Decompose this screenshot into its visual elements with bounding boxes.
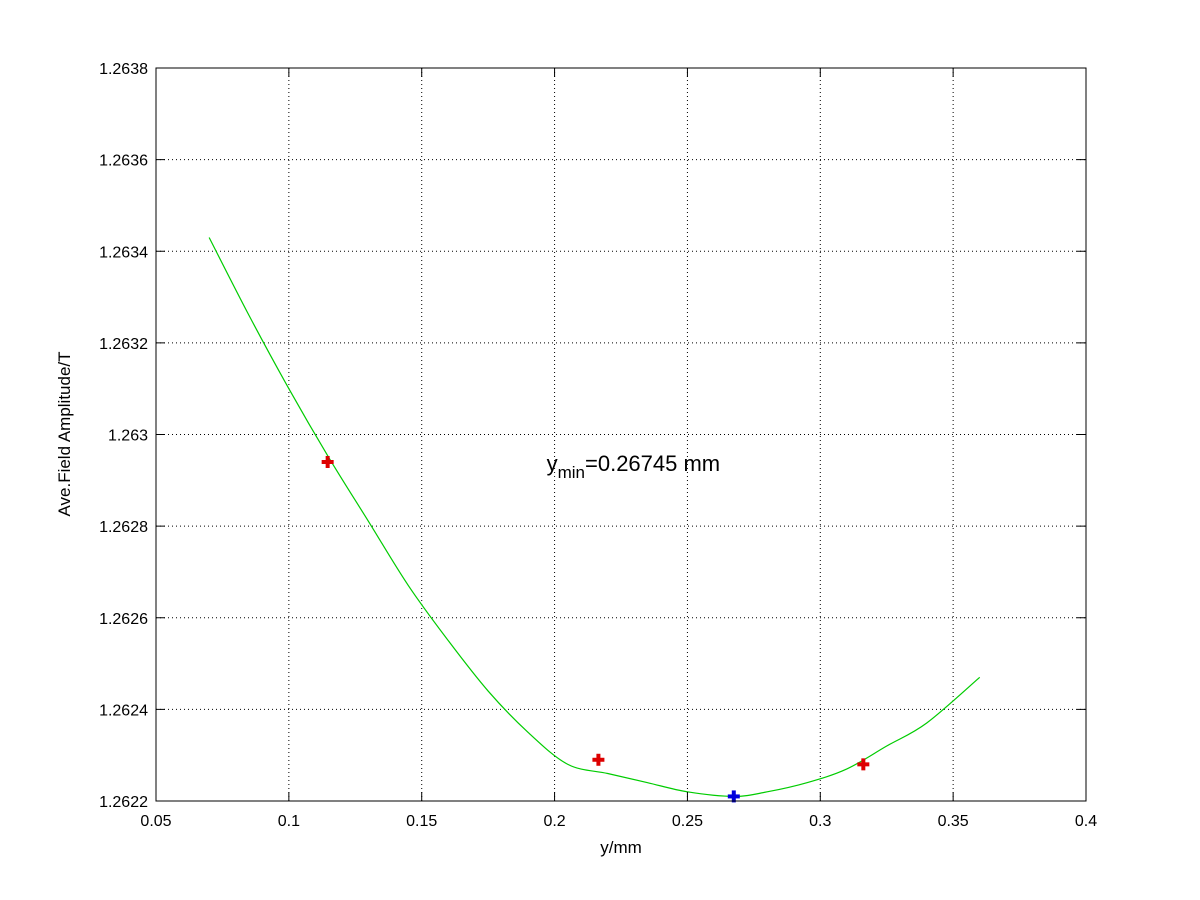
tick-labels: 0.05 0.1 0.15 0.2 0.25 0.3 0.35 0.4 1.2622 1.2624… [99, 61, 1097, 830]
series-layer [208, 237, 981, 803]
data-point-marker [321, 455, 334, 468]
y-tick-label: 1.2632 [99, 336, 148, 353]
ymin-annotation: ymin=0.26745 mm [547, 451, 721, 482]
ymin-annotation-value: =0.26745 mm [585, 451, 720, 476]
x-tick-label: 0.2 [543, 813, 565, 830]
ymin-annotation-base: y [547, 451, 558, 476]
y-tick-label: 1.2626 [99, 611, 148, 628]
minimum-point-marker [727, 790, 740, 803]
x-tick-label: 0.25 [672, 813, 703, 830]
y-tick-label: 1.2628 [99, 519, 148, 536]
fit-curve [208, 237, 981, 798]
y-tick-label: 1.2634 [99, 244, 148, 261]
ymin-annotation-subscript: min [558, 463, 585, 482]
x-tick-label: 0.15 [406, 813, 437, 830]
y-tick-label: 1.2638 [99, 61, 148, 78]
x-tick-label: 0.1 [278, 813, 300, 830]
y-tick-label: 1.2636 [99, 153, 148, 170]
ticks [155, 67, 1087, 802]
x-tick-label: 0.4 [1075, 813, 1097, 830]
grid [156, 68, 1086, 801]
y-axis-title: Ave.Field Amplitude/T [55, 351, 74, 516]
x-axis-title: y/mm [600, 838, 642, 857]
y-tick-label: 1.2624 [99, 702, 148, 719]
x-tick-label: 0.3 [809, 813, 831, 830]
data-point-marker [592, 753, 605, 766]
y-tick-label: 1.2622 [99, 794, 148, 811]
x-tick-label: 0.35 [938, 813, 969, 830]
data-point-marker [857, 758, 870, 771]
y-tick-label: 1.263 [108, 428, 148, 445]
x-tick-label: 0.05 [140, 813, 171, 830]
